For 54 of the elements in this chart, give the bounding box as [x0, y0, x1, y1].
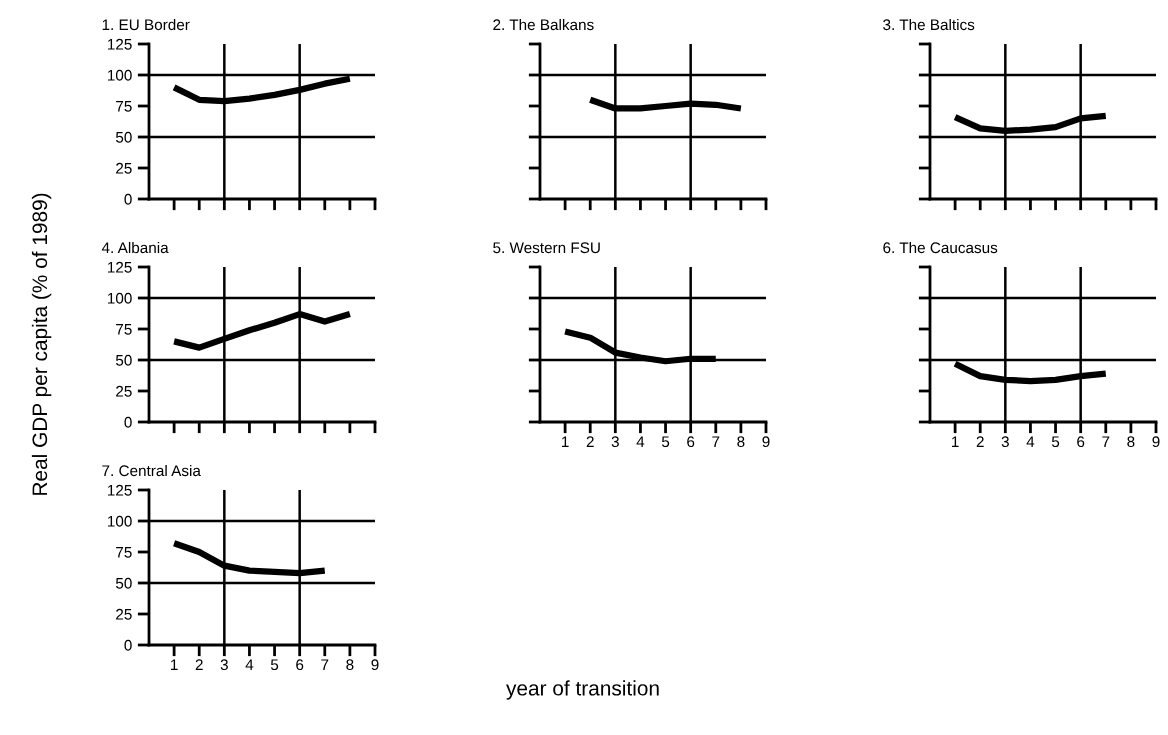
x-tick-label: 1	[562, 436, 569, 447]
x-tick-label: 8	[737, 436, 745, 448]
x-tick-label: 4	[636, 436, 645, 447]
y-tick-label: 25	[116, 608, 132, 620]
x-tick-label: 7	[1102, 436, 1110, 447]
x-tick-label: 3	[611, 436, 619, 448]
x-tick-label: 1	[952, 436, 959, 447]
x-tick-label: 7	[321, 659, 329, 670]
y-tick-label: 25	[116, 385, 132, 397]
chart-title: 5. Western FSU	[493, 242, 600, 254]
y-tick-label: 125	[108, 484, 132, 496]
x-tick-label: 8	[346, 659, 354, 671]
x-tick-label: 3	[220, 659, 228, 671]
x-tick-label: 9	[371, 659, 379, 671]
x-tick-label: 9	[762, 436, 770, 448]
chart-title: 4. Albania	[101, 241, 169, 254]
x-tick-label: 9	[1152, 436, 1160, 448]
y-tick-label: 25	[116, 162, 132, 174]
y-tick-label: 50	[115, 577, 132, 589]
y-tick-label: 100	[108, 69, 132, 81]
y-tick-label: 0	[124, 639, 132, 651]
x-tick-label: 5	[1051, 436, 1060, 448]
y-tick-label: 125	[108, 38, 132, 50]
y-tick-label: 75	[116, 324, 132, 335]
y-tick-label: 0	[124, 416, 132, 428]
y-tick-label: 125	[108, 261, 132, 273]
y-tick-label: 100	[108, 515, 132, 527]
x-tick-label: 4	[1026, 436, 1035, 447]
chart-title: 2. The Balkans	[493, 18, 594, 31]
y-tick-label: 75	[116, 101, 132, 112]
x-tick-label: 2	[586, 436, 594, 447]
x-tick-label: 3	[1001, 436, 1009, 448]
x-tick-label: 8	[1127, 436, 1135, 448]
x-tick-label: 2	[976, 436, 984, 447]
x-tick-label: 5	[661, 436, 670, 448]
x-tick-label: 6	[1077, 436, 1085, 448]
x-tick-label: 5	[270, 659, 279, 671]
y-tick-label: 50	[115, 354, 132, 366]
chart-title: 3. The Baltics	[883, 18, 975, 31]
x-tick-label: 4	[245, 659, 254, 670]
y-tick-label: 50	[115, 131, 132, 143]
x-axis-title: year of transition	[506, 680, 659, 700]
y-tick-label: 100	[108, 292, 132, 304]
chart-title: 7. Central Asia	[102, 464, 201, 477]
x-tick-label: 2	[195, 659, 203, 670]
y-axis-title: Real GDP per capita (% of 1989)	[31, 193, 52, 495]
x-tick-label: 7	[712, 436, 720, 447]
x-tick-label: 6	[687, 436, 695, 448]
y-tick-label: 0	[124, 193, 132, 205]
x-tick-label: 1	[171, 659, 178, 670]
x-tick-label: 6	[296, 659, 304, 671]
chart-title: 6. The Caucasus	[883, 241, 998, 254]
y-tick-label: 75	[116, 547, 132, 558]
chart-title: 1. EU Border	[102, 18, 190, 31]
